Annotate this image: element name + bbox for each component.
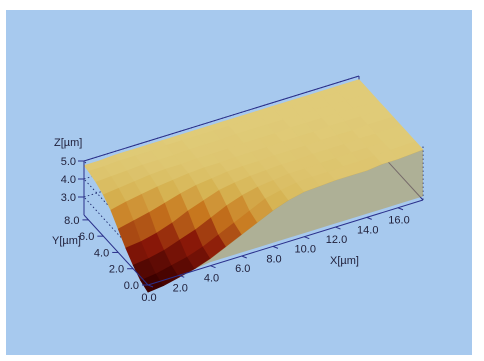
box-edge-back-top	[83, 75, 360, 162]
y-tick-label: 4.0	[94, 247, 109, 259]
x-tick-label: 12.0	[326, 234, 347, 246]
x-tick-label: 2.0	[173, 282, 188, 294]
surface-layer	[83, 79, 424, 293]
x-tick-mark	[397, 207, 404, 211]
x-tick-mark	[210, 265, 216, 269]
x-tick-mark	[335, 226, 341, 230]
y-tick-label: 8.0	[64, 215, 79, 227]
y-tick-label: 0.0	[124, 280, 139, 292]
plot-panel: 0.0 2.0 4.0 6.0 8.0 10.0 12.0 14.0 16.0 0.0 2.0 4.0…	[6, 10, 472, 355]
x-tick-label: 14.0	[357, 224, 378, 236]
y-axis-title: Y[µm]	[52, 235, 81, 247]
x-tick-mark	[147, 284, 154, 288]
y-tick-label: 6.0	[79, 231, 94, 243]
x-tick-mark	[241, 255, 247, 259]
surface-plot: 0.02.04.06.08.010.012.014.016.00.02.04.0…	[52, 75, 424, 304]
y-axis-line	[83, 214, 149, 286]
z-tick-label: 4.0	[61, 174, 76, 186]
x-axis-line	[147, 199, 424, 286]
z-axis-title: Z[µm]	[54, 137, 82, 149]
x-tick-mark	[179, 274, 185, 278]
axes-layer	[78, 160, 424, 288]
x-tick-label: 10.0	[295, 244, 316, 256]
x-tick-mark	[366, 216, 372, 220]
surface-front-face	[148, 149, 423, 293]
x-tick-label: 16.0	[388, 215, 409, 227]
x-tick-label: 4.0	[204, 273, 219, 285]
z-tick-label: 5.0	[61, 156, 76, 168]
x-tick-label: 8.0	[266, 253, 281, 265]
x-tick-mark	[272, 245, 279, 249]
x-axis-title: X[µm]	[330, 255, 359, 267]
x-tick-label: 6.0	[235, 263, 250, 275]
x-tick-label: 0.0	[141, 292, 156, 304]
ticks-layer: 0.02.04.06.08.010.012.014.016.00.02.04.0…	[61, 156, 410, 304]
x-tick-mark	[304, 236, 310, 240]
z-tick-label: 3.0	[61, 192, 76, 204]
y-tick-label: 2.0	[109, 264, 124, 276]
